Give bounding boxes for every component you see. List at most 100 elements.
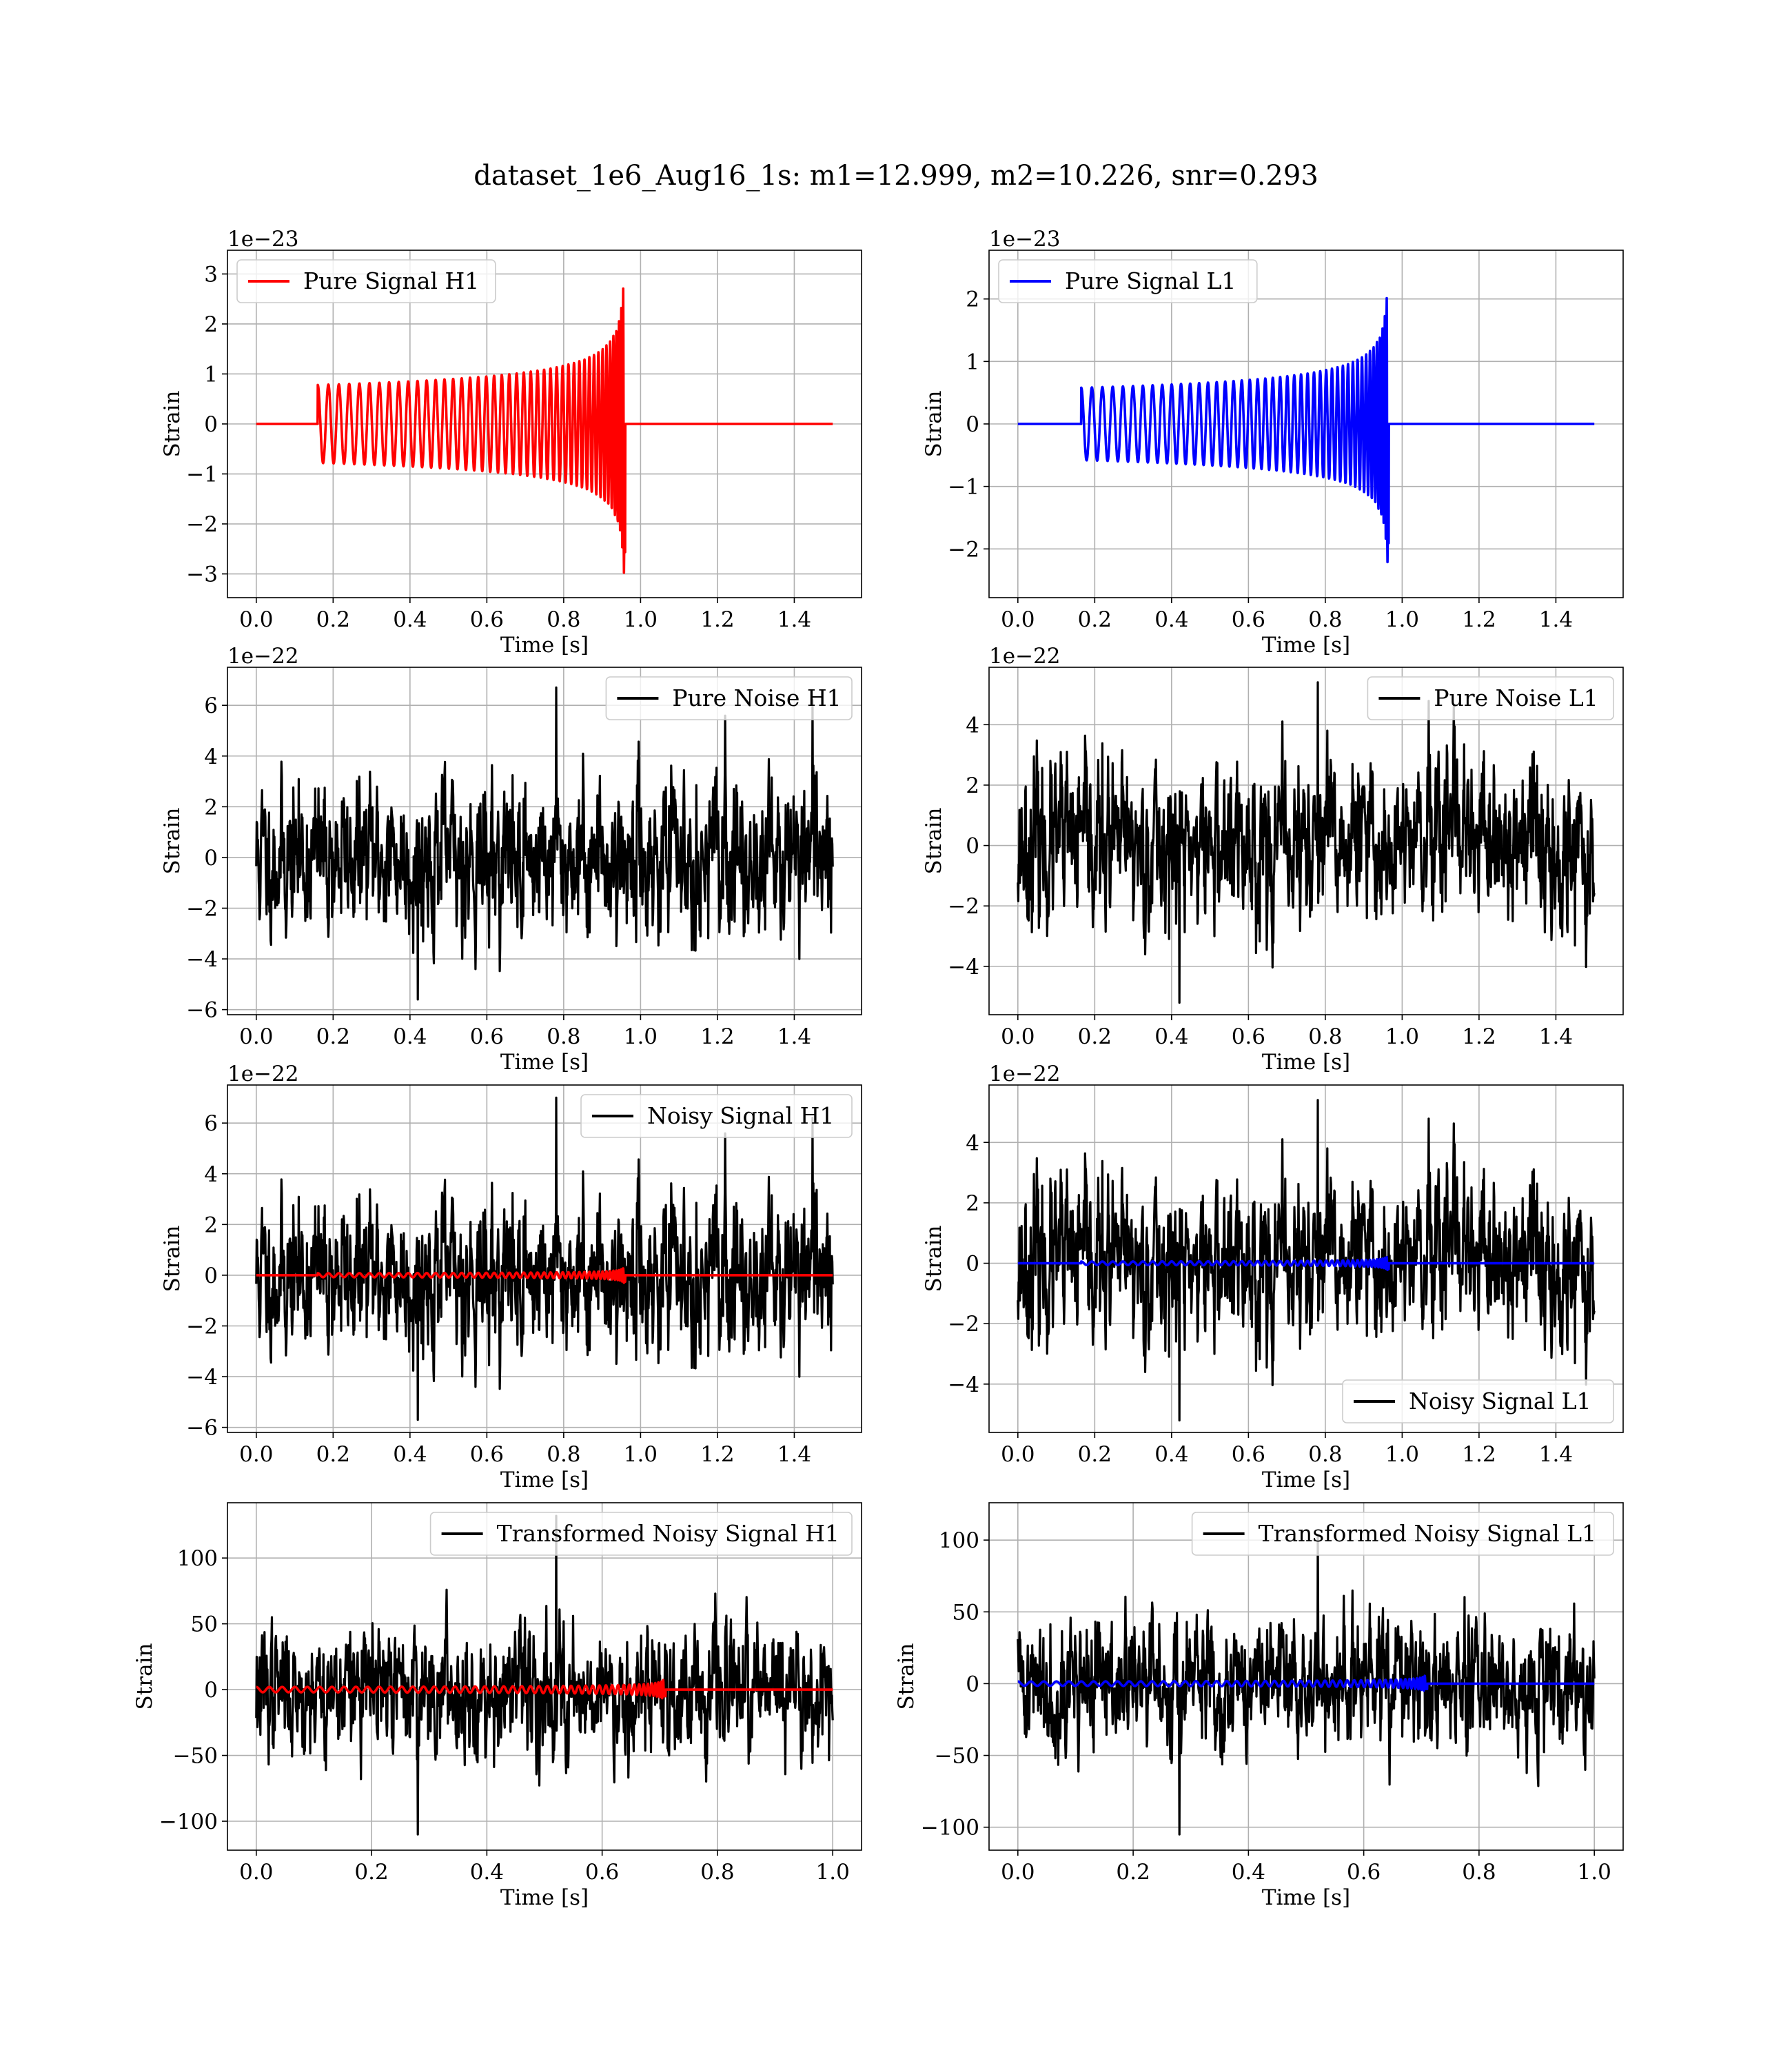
y-axis-label: Strain (894, 1643, 919, 1710)
subplot-noisy-signal-h1: 0.0 0.2 0.4 0.6 0.8 1.0 1.2 1.4 −6 −4 −2 0 2 4 6 Time [… (160, 1062, 862, 1492)
y-tick-label: 0 (966, 1672, 979, 1696)
y-tick-label: −100 (921, 1816, 979, 1841)
x-tick-label: 0.8 (1462, 1860, 1496, 1885)
x-axis-label: Time [s] (500, 1468, 589, 1492)
y-tick-label: 1 (204, 362, 218, 387)
x-axis-label: Time [s] (500, 1885, 589, 1910)
x-tick-label: 0.2 (1078, 1024, 1112, 1049)
legend-box (1191, 1512, 1614, 1556)
legend-label: Transformed Noisy Signal L1 (1259, 1520, 1596, 1547)
y-tick-label: −4 (186, 947, 218, 972)
x-tick-label: 0.2 (1078, 1442, 1112, 1467)
x-tick-label: 0.6 (470, 607, 504, 632)
legend-label: Transformed Noisy Signal H1 (497, 1520, 839, 1547)
y-tick-label: 100 (939, 1528, 979, 1553)
x-tick-label: 0.6 (1232, 607, 1265, 632)
y-axis-label: Strain (160, 808, 185, 875)
x-tick-label: 1.2 (700, 1442, 734, 1467)
x-tick-label: 0.6 (470, 1024, 504, 1049)
y-tick-label: 100 (177, 1546, 218, 1571)
legend: Pure Noise H1 (605, 676, 853, 720)
y-tick-label: 2 (966, 287, 979, 312)
x-tick-label: 0.8 (547, 1024, 580, 1049)
y-tick-label: 3 (204, 262, 218, 287)
y-tick-label: −6 (186, 998, 218, 1023)
y-tick-label: 4 (966, 1131, 979, 1155)
y-tick-label: 1 (966, 349, 979, 374)
y-offset-text: 1e−23 (989, 227, 1061, 252)
legend: Transformed Noisy Signal L1 (1191, 1512, 1614, 1556)
x-tick-label: 0.0 (1001, 607, 1035, 632)
x-tick-label: 0.0 (239, 1860, 273, 1885)
x-tick-label: 1.0 (624, 1024, 658, 1049)
legend: Pure Signal H1 (236, 259, 496, 303)
x-tick-label: 0.0 (1001, 1024, 1035, 1049)
axes-frame (988, 1084, 1624, 1433)
series-line-pure-signal-h1 (255, 287, 834, 574)
subplot-pure-signal-h1: 0.0 0.2 0.4 0.6 0.8 1.0 1.2 1.4 −3 −2 −1 0 1 2 3 Time [… (160, 227, 862, 658)
y-tick-label: −2 (186, 512, 218, 537)
series-line-pure-noise-h1 (255, 686, 834, 1001)
x-tick-label: 1.0 (816, 1860, 850, 1885)
x-tick-label: 1.2 (700, 1024, 734, 1049)
y-tick-label: 0 (204, 846, 218, 871)
legend-label: Noisy Signal L1 (1409, 1388, 1591, 1415)
y-tick-label: 4 (204, 744, 218, 769)
y-tick-label: −2 (948, 894, 979, 919)
subplot-noisy-signal-l1: 0.0 0.2 0.4 0.6 0.8 1.0 1.2 1.4 −4 −2 0 2 4 Time [s] S… (922, 1062, 1624, 1492)
y-tick-label: 4 (966, 713, 979, 738)
y-axis-label: Strain (160, 1226, 185, 1292)
y-tick-label: 2 (966, 773, 979, 798)
series-line-pure-noise-l1 (1017, 681, 1596, 1004)
y-offset-text: 1e−22 (989, 1062, 1061, 1086)
y-tick-label: 2 (204, 1213, 218, 1237)
x-tick-label: 0.0 (1001, 1442, 1035, 1467)
x-tick-label: 0.2 (316, 1442, 350, 1467)
legend-box (1367, 676, 1614, 720)
x-tick-label: 0.2 (354, 1860, 388, 1885)
series-line-overlay-1 (255, 1679, 834, 1700)
plot-area (1017, 296, 1596, 564)
y-tick-label: 0 (204, 1678, 218, 1703)
x-tick-label: 0.2 (1116, 1860, 1150, 1885)
x-tick-label: 0.2 (316, 607, 350, 632)
y-tick-label: 50 (953, 1600, 979, 1625)
y-tick-label: −1 (186, 463, 218, 487)
legend-box (429, 1512, 853, 1556)
y-axis-label: Strain (922, 808, 946, 875)
legend-box (236, 259, 496, 303)
y-tick-label: −6 (186, 1416, 218, 1441)
legend: Pure Noise L1 (1367, 676, 1614, 720)
legend-box (580, 1094, 853, 1138)
x-tick-label: 0.0 (1001, 1860, 1035, 1885)
series-line-noisy-signal-l1 (1017, 1099, 1596, 1422)
subplot-pure-noise-h1: 0.0 0.2 0.4 0.6 0.8 1.0 1.2 1.4 −6 −4 −2 0 2 4 6 Time [… (160, 644, 862, 1075)
y-tick-label: −3 (186, 562, 218, 587)
x-tick-label: 0.4 (1154, 607, 1188, 632)
subplot-pure-signal-l1: 0.0 0.2 0.4 0.6 0.8 1.0 1.2 1.4 −2 −1 0 1 2 Time [s] S… (922, 227, 1624, 658)
y-tick-label: −100 (159, 1810, 218, 1834)
x-tick-label: 1.0 (624, 1442, 658, 1467)
plot-area (1017, 1099, 1596, 1422)
x-tick-label: 0.8 (1308, 1024, 1342, 1049)
plot-area (255, 686, 834, 1001)
x-tick-label: 1.4 (1539, 1442, 1573, 1467)
x-tick-label: 1.2 (1462, 1442, 1496, 1467)
x-tick-label: 0.0 (239, 1024, 273, 1049)
plot-area (255, 1514, 834, 1836)
x-tick-label: 1.2 (700, 607, 734, 632)
legend-box (1342, 1379, 1614, 1423)
y-offset-text: 1e−23 (227, 227, 299, 252)
y-axis-label: Strain (132, 1643, 157, 1710)
subplot-transformed-noisy-signal-l1: 0.0 0.2 0.4 0.6 0.8 1.0 −100 −50 0 50 100 Time [s] S… (894, 1502, 1624, 1910)
y-axis-label: Strain (922, 1226, 946, 1292)
legend: Transformed Noisy Signal H1 (429, 1512, 853, 1556)
x-tick-label: 0.8 (547, 607, 580, 632)
x-tick-label: 0.6 (1232, 1024, 1265, 1049)
y-tick-label: −2 (948, 1312, 979, 1337)
legend: Noisy Signal L1 (1342, 1379, 1614, 1423)
legend-label: Noisy Signal H1 (647, 1102, 834, 1129)
y-tick-label: −4 (186, 1365, 218, 1390)
legend-box (605, 676, 853, 720)
